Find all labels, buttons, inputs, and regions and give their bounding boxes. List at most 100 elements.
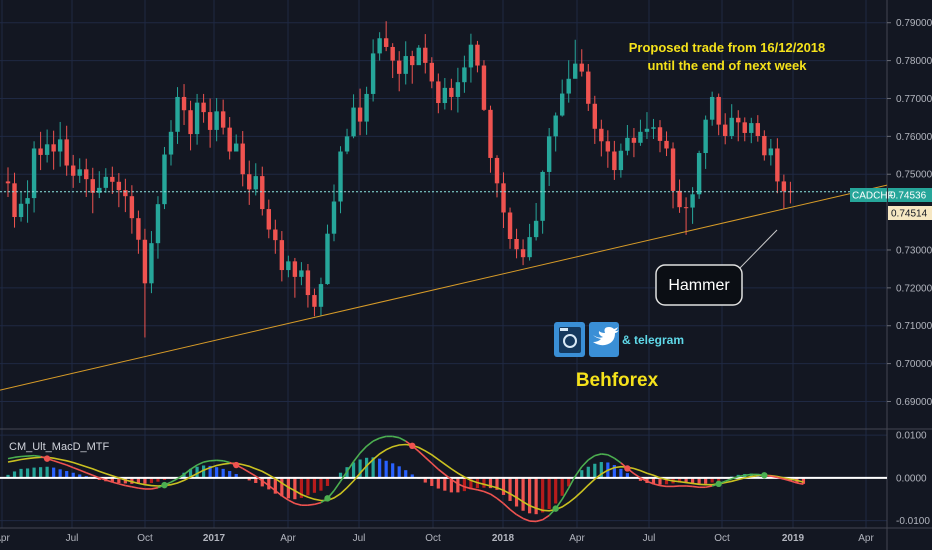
candle-body	[625, 137, 630, 151]
candle-body	[449, 87, 454, 97]
candle-body	[25, 198, 30, 204]
macd-line-segment	[607, 454, 615, 459]
macd-histogram-bar	[293, 477, 297, 500]
macd-line-segment	[190, 464, 198, 470]
macd-histogram-bar	[117, 477, 121, 483]
price-tick-label: 0.77000	[896, 94, 932, 105]
candle-body	[781, 181, 787, 192]
candle-body	[234, 143, 239, 152]
macd-line-segment	[601, 453, 608, 456]
macd-histogram-bar	[554, 477, 558, 504]
time-tick-label: Jul	[66, 533, 79, 544]
proposal-note: Proposed trade from 16/12/2018 until the…	[629, 40, 826, 73]
hammer-callout[interactable]: Hammer	[655, 229, 778, 306]
time-tick-label: Oct	[714, 533, 730, 544]
candle-body	[709, 96, 715, 120]
candle-body	[123, 190, 128, 197]
macd-line-segment	[783, 478, 791, 482]
candle-body	[403, 56, 408, 74]
candle-body	[260, 176, 265, 210]
time-tick-label: Oct	[425, 533, 441, 544]
price-tick-label: 0.79000	[896, 18, 932, 29]
last-price-label: 0.74536	[890, 191, 927, 202]
candle-body	[501, 183, 506, 213]
macd-line-segment	[85, 471, 94, 477]
macd-line-segment	[177, 473, 185, 480]
macd-line-segment	[777, 476, 785, 480]
macd-line-segment	[705, 485, 713, 489]
macd-histogram-bar	[501, 477, 506, 495]
candle-body	[370, 53, 376, 94]
macd-tick-label: 0.0100	[896, 431, 927, 442]
macd-line-segment	[261, 480, 270, 487]
line-price-bg	[888, 206, 932, 220]
macd-line-segment	[464, 486, 472, 490]
macd-histogram-bar	[312, 477, 317, 493]
macd-line-segment	[744, 473, 752, 477]
candle-body	[586, 71, 591, 104]
macd-histogram-bar	[801, 477, 806, 484]
macd-histogram-bar	[247, 477, 251, 481]
macd-histogram-bar	[410, 474, 414, 478]
time-axis[interactable]: Apr Jul Oct 2017 Apr Jul Oct 2018 Apr Jul Oct 2019 A…	[0, 533, 874, 544]
macd-line-segment	[561, 487, 570, 500]
candle-body	[540, 171, 545, 221]
macd-line-segment	[14, 455, 22, 459]
candle-body	[729, 117, 734, 136]
macd-histogram-bar	[208, 465, 212, 478]
candle-body	[520, 249, 526, 258]
macd-histogram-bar	[541, 477, 545, 513]
time-tick-label: 2017	[203, 533, 226, 544]
macd-histogram-bar	[664, 477, 669, 485]
macd-signal-line	[7, 443, 804, 512]
candle-body	[364, 93, 369, 122]
macd-histogram-bar	[365, 457, 369, 478]
macd-histogram-bar	[319, 477, 323, 491]
macd-histogram-bar	[299, 477, 303, 498]
time-tick-label: Apr	[569, 533, 585, 544]
candle-body	[638, 131, 643, 143]
macd-histogram-bar	[684, 477, 688, 483]
macd-line-segment	[470, 487, 478, 491]
trendline[interactable]	[0, 184, 888, 391]
price-axis[interactable]: 0.79000 0.78000 0.77000 0.76000 0.75000 0.730…	[887, 18, 932, 527]
macd-histogram-bar	[25, 468, 30, 478]
macd-histogram-bar	[32, 467, 36, 478]
macd-line-segment	[72, 466, 81, 471]
candle-body	[755, 123, 760, 136]
candle-body	[312, 295, 317, 307]
candle-series	[5, 21, 793, 338]
candle-body	[240, 143, 245, 175]
price-tick-label: 0.78000	[896, 56, 932, 67]
twitter-bird-icon	[589, 322, 619, 357]
macd-line-segment	[7, 456, 15, 460]
candle-body	[775, 148, 780, 182]
macd-line-segment	[522, 517, 530, 522]
macd-histogram-bar	[508, 477, 512, 501]
candle-body	[605, 141, 611, 152]
candle-body	[77, 169, 82, 176]
macd-line-segment	[542, 514, 550, 521]
macd-histogram-bar	[449, 477, 453, 493]
macd-line-segment	[59, 462, 67, 466]
macd-histogram-bar	[580, 470, 584, 478]
macd-line-segment	[418, 450, 426, 458]
time-tick-label: Apr	[280, 533, 296, 544]
candle-body	[390, 46, 395, 61]
macd-histogram-bar	[338, 472, 343, 478]
macd-line-segment	[307, 503, 315, 507]
macd-histogram-bar	[97, 477, 101, 480]
macd-line-segment	[359, 445, 368, 454]
macd-histogram-bar	[404, 470, 408, 478]
macd-line-segment	[646, 480, 654, 485]
candle-body	[397, 60, 402, 74]
macd-cross-dot	[233, 461, 240, 469]
macd-histogram-bar	[267, 477, 271, 490]
camera-icon	[554, 322, 585, 357]
macd-histogram-bar	[651, 477, 656, 485]
candle-body	[338, 151, 343, 202]
macd-histogram-bar	[156, 477, 160, 482]
candle-body	[683, 207, 689, 209]
candle-body	[344, 136, 350, 152]
